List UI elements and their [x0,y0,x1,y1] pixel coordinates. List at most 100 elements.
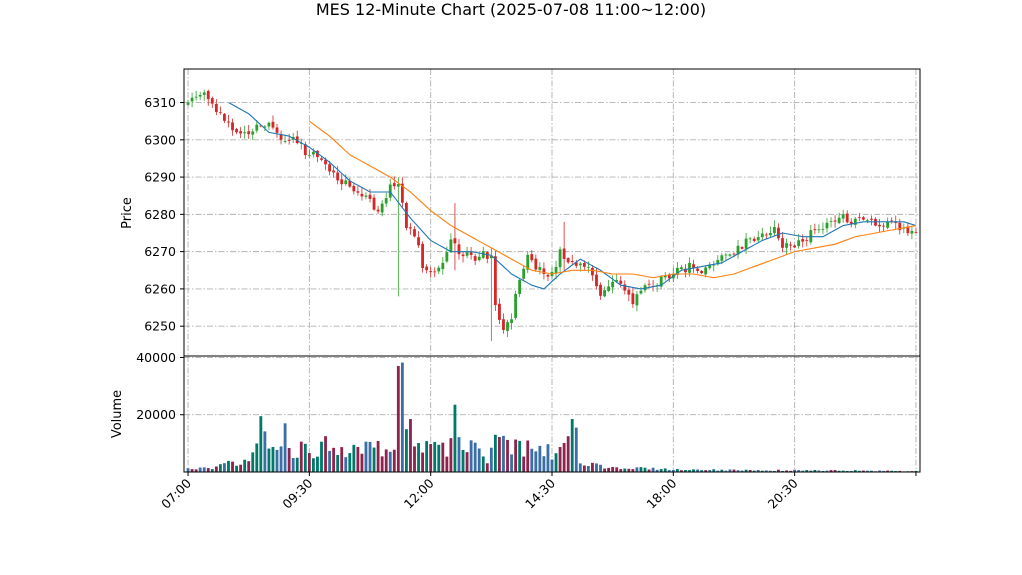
volume-bar [493,434,497,472]
volume-bar [514,439,518,472]
candle-body [578,263,582,266]
volume-bar [611,466,615,472]
candle-body [773,227,776,233]
volume-bar [400,362,404,472]
candle-body [768,233,772,236]
candle-body [813,229,817,231]
volume-bar [728,469,732,472]
volume-bar [441,442,445,472]
volume-bar [809,470,813,472]
candle-body [384,198,388,204]
volume-bar [890,470,894,472]
volume-bar [853,470,857,472]
volume-bar [405,429,408,472]
volume-bar [461,449,465,472]
volume-bar [643,467,647,472]
candle-body [506,322,509,331]
volume-bar [396,366,400,472]
volume-bar [473,442,477,472]
candle-body [493,256,497,305]
volume-bar [578,463,582,472]
volume-bar [299,441,303,472]
candle-body [639,290,643,294]
volume-bar [558,447,562,472]
price-grid [184,69,920,356]
candle-body [328,164,331,172]
candle-body [777,227,780,239]
volume-bar [316,456,319,472]
candle-body [866,220,869,221]
volume-bar [227,460,230,472]
volume-bar [279,446,283,472]
volume-bar [457,437,461,472]
candle-body [433,271,437,273]
candle-body [833,220,837,222]
candle-body [311,151,315,155]
candle-body [356,191,360,193]
candle-body [380,203,384,213]
candle-body [760,233,764,238]
candle-body [223,113,226,121]
candle-body [239,131,243,134]
candle-body [303,144,307,156]
candle-body [441,262,445,270]
candle-body [522,268,526,279]
volume-bar [328,450,331,472]
volume-bar [206,468,210,472]
volume-bar [413,446,416,472]
volume-bar [688,470,691,472]
candle-body [227,121,230,123]
volume-bar [376,441,380,472]
volume-bar [506,439,509,472]
candle-body [817,229,821,231]
candle-body [623,284,627,291]
candle-body [716,259,720,265]
volume-bar [340,447,344,472]
volume-bar [833,470,837,472]
volume-bar [764,470,768,472]
volume-bar [384,449,388,472]
candle-body [849,221,853,224]
volume-bar [562,443,566,472]
x-tick-label: 18:00 [643,475,679,511]
candle-body [194,96,198,98]
volume-bar [595,463,598,472]
candle-body [647,283,651,285]
volume-bar [692,469,695,472]
candle-body [186,102,190,105]
volume-bar [615,467,619,472]
volume-bar [465,452,469,472]
volume-bar [186,468,190,472]
volume-bar [417,443,420,472]
volume-bar [510,454,513,472]
candle-body [894,221,898,224]
price-tick-label: 6310 [144,95,176,110]
volume-bar [829,470,833,472]
candle-body [263,126,267,128]
candle-body [396,184,400,187]
candle-body [841,214,845,219]
volume-bar [469,440,473,472]
volume-bar [283,423,287,472]
candle-body [789,244,793,246]
volume-bar [267,448,271,472]
volume-bar [849,470,853,472]
candle-body [736,245,740,255]
price-y-ticks: 6250 6260 6270 6280 6290 6300 6310 [144,95,184,334]
candle-body [198,95,202,97]
volume-bar [388,451,392,472]
volume-bar [805,470,809,472]
candle-body [332,170,336,173]
candle-body [910,230,914,234]
volume-bar [639,467,643,472]
volume-bar [619,469,623,472]
candle-body [752,238,756,242]
candle-body [586,266,590,268]
volume-bar [659,469,663,472]
candle-body [255,124,259,131]
volume-axis-label: Volume [110,390,125,438]
candle-body [530,254,534,261]
candle-body [748,238,752,240]
x-ticks: 07:00 09:30 12:00 14:30 18:00 20:30 [158,472,917,512]
